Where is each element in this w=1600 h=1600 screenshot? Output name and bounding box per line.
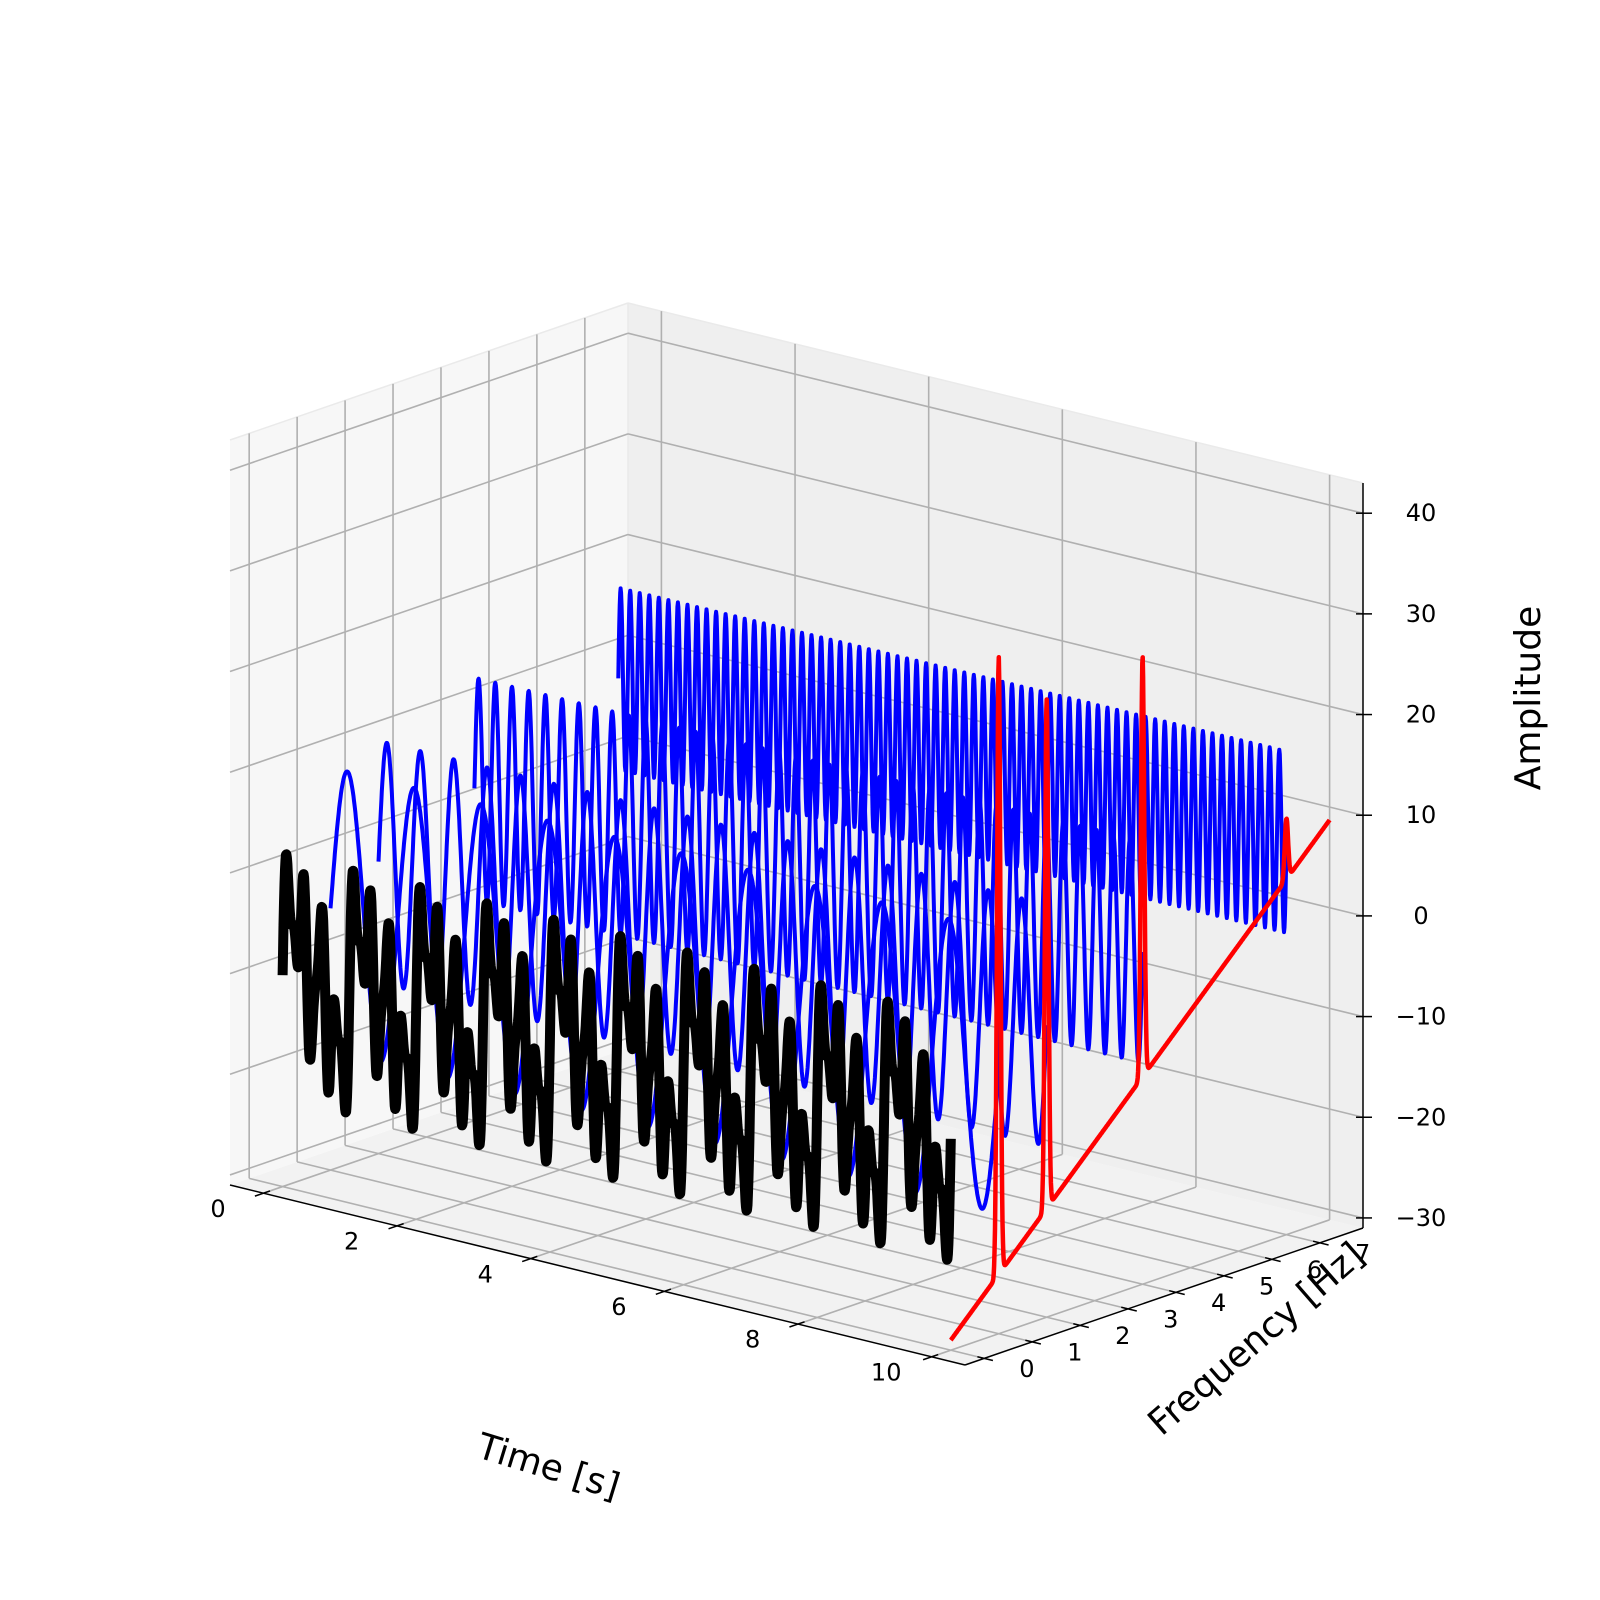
y-tick-label: 4 <box>1211 1289 1226 1317</box>
x-axis-title: Time [s] <box>471 1426 624 1508</box>
x-tick <box>655 1288 672 1296</box>
grid-line-z <box>627 332 1364 514</box>
z-tick-label: −20 <box>1396 1103 1447 1131</box>
grid-line-z <box>229 332 629 471</box>
grid-line-y <box>296 1161 1033 1343</box>
z-tick-label: 10 <box>1406 801 1437 829</box>
y-tick <box>1073 1322 1090 1329</box>
y-tick <box>1312 1240 1329 1246</box>
x-tick-label: 0 <box>210 1195 225 1223</box>
series-line-spectrum <box>948 655 1332 1342</box>
series-line-component-2hz <box>376 740 1049 1146</box>
chart-axes: 0 2 4 6 8 10 0 1 2 3 4 5 6 7 −30 −20 −10 0 10 20 30 40 <box>210 483 1446 1386</box>
y-tick-label: 5 <box>1259 1272 1274 1300</box>
left-pane <box>230 303 628 1185</box>
y-tick-label: 1 <box>1067 1338 1082 1366</box>
z-tick-label: 0 <box>1413 902 1428 930</box>
y-tick <box>1169 1289 1185 1296</box>
x-tick-label: 10 <box>871 1358 902 1386</box>
y-tick-label: 6 <box>1307 1256 1322 1284</box>
y-tick-label: 0 <box>1019 1355 1034 1383</box>
x-tick <box>922 1353 939 1361</box>
grid-line-z <box>627 533 1364 716</box>
y-tick <box>1216 1273 1233 1279</box>
grid-line-y <box>392 1128 1129 1310</box>
z-axis-title: Amplitude <box>1508 606 1549 790</box>
x-tick-label: 2 <box>344 1228 359 1256</box>
grid-line-z <box>229 936 629 1076</box>
grid-line-z <box>229 634 629 773</box>
x-tick <box>254 1190 271 1197</box>
grid-line-z <box>229 735 629 874</box>
y-tick-label: 3 <box>1163 1305 1178 1333</box>
x-tick <box>521 1255 538 1263</box>
z-tick-label: 40 <box>1406 499 1437 527</box>
z-tick-label: 30 <box>1406 600 1437 628</box>
y-tick <box>1264 1256 1281 1263</box>
x-tick <box>789 1321 805 1328</box>
z-tick-label: −30 <box>1396 1204 1447 1232</box>
y-tick <box>1025 1339 1042 1345</box>
grid-line-y <box>248 1177 985 1360</box>
x-axis-line <box>229 1184 966 1366</box>
y-tick-label: 2 <box>1115 1322 1130 1350</box>
z-tick-label: −10 <box>1396 1003 1447 1031</box>
grid-line-z <box>229 1037 629 1176</box>
series-line-time-signal <box>277 849 956 1265</box>
y-tick <box>1121 1306 1137 1312</box>
x-tick <box>388 1222 404 1230</box>
z-tick-label: 20 <box>1406 701 1437 729</box>
series-line-component-4hz <box>472 676 1145 1064</box>
grid-line-z <box>229 433 629 572</box>
grid-line-z <box>229 533 629 673</box>
x-tick-label: 6 <box>611 1293 626 1321</box>
x-tick-label: 4 <box>478 1260 493 1288</box>
y-tick <box>977 1356 994 1362</box>
grid-line-z <box>627 433 1364 615</box>
chart-series <box>277 586 1332 1342</box>
x-tick-label: 8 <box>745 1326 760 1354</box>
grid-line-y <box>344 1144 1081 1327</box>
y-tick-label: 7 <box>1355 1239 1370 1267</box>
